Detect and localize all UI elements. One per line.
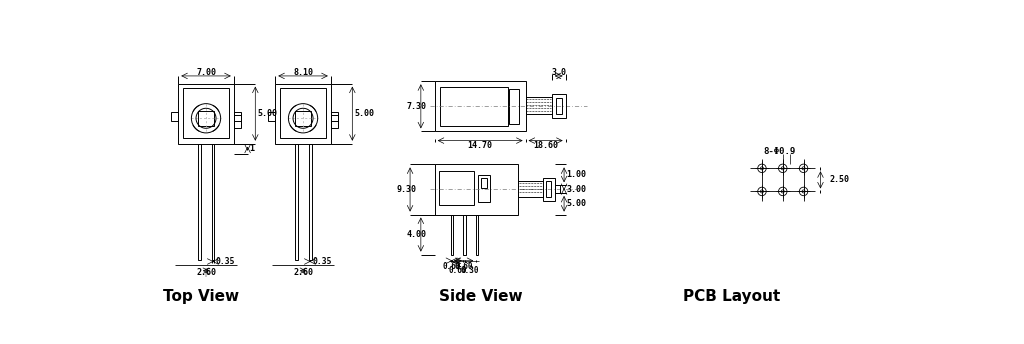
- Bar: [309, 144, 311, 260]
- Bar: [268, 112, 275, 121]
- Bar: [451, 215, 454, 255]
- Bar: [212, 144, 214, 260]
- Bar: [280, 88, 326, 138]
- Text: 5.00: 5.00: [258, 109, 278, 118]
- Bar: [295, 110, 310, 126]
- Text: 5.00: 5.00: [566, 199, 587, 208]
- Bar: [556, 98, 562, 114]
- Bar: [275, 84, 331, 144]
- Bar: [475, 215, 478, 255]
- Text: 2.60: 2.60: [196, 268, 216, 277]
- Bar: [435, 164, 518, 215]
- Text: 0.35: 0.35: [215, 257, 236, 266]
- Bar: [331, 115, 338, 128]
- Text: Top View: Top View: [163, 289, 239, 304]
- Text: 1.00: 1.00: [566, 170, 587, 179]
- Text: 9.30: 9.30: [396, 185, 416, 194]
- Bar: [331, 112, 338, 121]
- Text: 14.70: 14.70: [468, 141, 493, 150]
- Bar: [440, 87, 508, 126]
- Text: 3.0: 3.0: [551, 67, 566, 77]
- Bar: [547, 181, 551, 197]
- Text: 0.60: 0.60: [442, 262, 461, 271]
- Bar: [478, 175, 490, 202]
- Bar: [183, 88, 229, 138]
- Text: Side View: Side View: [438, 289, 522, 304]
- Text: 0.35: 0.35: [312, 257, 332, 266]
- Text: 3.00: 3.00: [566, 185, 587, 194]
- Text: 4.00: 4.00: [407, 230, 427, 239]
- Bar: [233, 112, 241, 121]
- Text: 1: 1: [249, 144, 254, 153]
- Bar: [435, 81, 525, 131]
- Bar: [481, 178, 487, 187]
- Text: PCB Layout: PCB Layout: [683, 289, 780, 304]
- Bar: [199, 144, 201, 260]
- Text: 8.10: 8.10: [293, 67, 313, 77]
- Bar: [525, 97, 552, 115]
- Text: 7.00: 7.00: [196, 67, 216, 77]
- Bar: [463, 215, 466, 255]
- Text: 5.00: 5.00: [354, 109, 375, 118]
- Bar: [552, 94, 565, 118]
- Text: 2.50: 2.50: [829, 175, 850, 184]
- Text: 7.30: 7.30: [407, 102, 427, 111]
- Bar: [555, 185, 560, 193]
- Bar: [509, 89, 519, 124]
- Text: 0.60: 0.60: [455, 262, 473, 271]
- Text: 2.60: 2.60: [293, 268, 313, 277]
- Bar: [543, 178, 555, 201]
- Bar: [518, 181, 543, 197]
- Text: 8-Φ0.9: 8-Φ0.9: [764, 147, 796, 156]
- Bar: [171, 112, 178, 121]
- Bar: [199, 110, 214, 126]
- Text: 0.60: 0.60: [449, 266, 467, 275]
- Bar: [178, 84, 233, 144]
- Bar: [233, 115, 241, 128]
- Bar: [295, 144, 298, 260]
- Text: 6.30: 6.30: [461, 266, 479, 275]
- Bar: [438, 171, 474, 205]
- Text: 18.60: 18.60: [534, 141, 558, 150]
